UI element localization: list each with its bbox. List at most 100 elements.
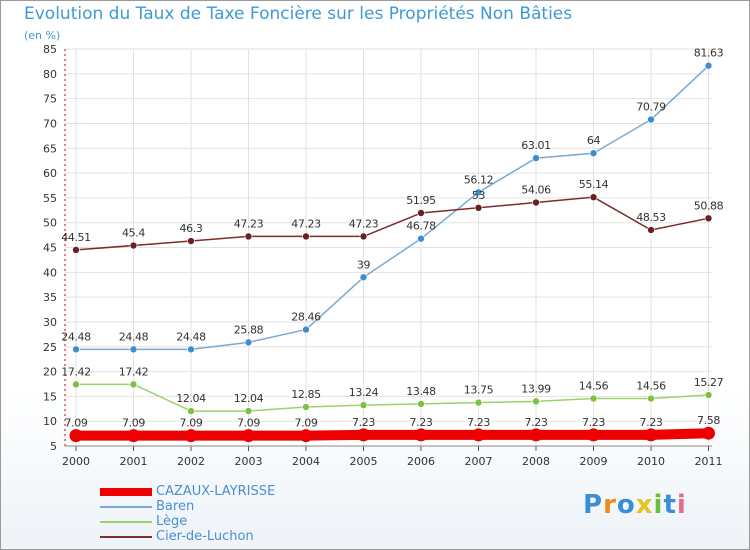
data-label: 24.48: [61, 330, 91, 343]
data-label: 13.75: [464, 384, 494, 397]
legend-label-baren: Baren: [156, 499, 195, 514]
y-tick-label: 35: [43, 291, 57, 304]
data-label: 44.51: [61, 231, 91, 244]
series-line-2: [75, 383, 710, 412]
series-point-3: [704, 214, 713, 223]
y-tick-label: 85: [43, 43, 57, 56]
x-tick-label: 2011: [695, 455, 723, 468]
data-label: 51.95: [406, 194, 436, 207]
proxiti-logo: Proxiti: [583, 490, 687, 520]
data-label: 81.63: [694, 47, 724, 60]
data-label: 64: [587, 134, 601, 147]
data-label: 15.27: [694, 376, 724, 389]
series-point-1: [359, 273, 368, 282]
data-label: 12.04: [176, 392, 206, 405]
series-point-2: [589, 394, 598, 403]
series-point-1: [417, 234, 425, 243]
series-point-2: [532, 397, 540, 406]
legend-swatch-cazaux: [100, 488, 152, 496]
data-label: 13.48: [406, 385, 436, 398]
series-point-1: [129, 345, 138, 354]
data-label: 47.23: [291, 217, 321, 230]
y-tick-label: 65: [43, 142, 57, 155]
series-point-2: [474, 398, 483, 407]
series-point-0: [644, 428, 658, 442]
series-point-3: [417, 209, 425, 217]
data-label: 24.48: [119, 330, 149, 343]
series-point-1: [474, 188, 483, 197]
series-point-3: [532, 198, 540, 207]
data-label: 14.56: [636, 380, 666, 393]
series-point-3: [244, 232, 253, 241]
legend-swatch-lege: [100, 521, 152, 523]
series-point-1: [302, 325, 310, 334]
x-tick-label: 2000: [62, 455, 90, 468]
data-label: 70.79: [636, 101, 666, 114]
series-point-3: [647, 226, 655, 234]
data-label: 7.09: [65, 417, 88, 430]
series-line-3: [75, 196, 710, 251]
series-point-0: [702, 426, 715, 440]
data-label: 63.01: [521, 139, 551, 152]
series-point-1: [72, 345, 80, 354]
data-label: 12.04: [234, 392, 264, 405]
y-axis-unit: (en %): [24, 29, 61, 42]
series-point-0: [184, 429, 198, 443]
data-label: 14.56: [579, 380, 609, 393]
data-label: 17.42: [119, 365, 149, 378]
data-label: 28.46: [291, 311, 321, 324]
series-point-1: [244, 338, 253, 347]
data-label: 47.23: [349, 217, 379, 230]
data-label: 12.85: [291, 388, 321, 401]
x-tick-label: 2001: [120, 455, 148, 468]
series-point-3: [359, 232, 368, 241]
y-tick-label: 40: [43, 266, 57, 279]
series-point-0: [127, 429, 140, 443]
series-point-3: [589, 193, 598, 201]
data-label: 7.23: [525, 416, 548, 429]
series-point-2: [129, 380, 138, 389]
series-point-2: [302, 403, 310, 411]
y-tick-label: 80: [43, 68, 57, 81]
series-point-1: [647, 115, 655, 124]
x-tick-label: 2002: [177, 455, 205, 468]
y-tick-label: 20: [43, 366, 57, 379]
series-point-1: [704, 61, 713, 70]
data-label: 7.23: [467, 416, 490, 429]
series-point-3: [187, 237, 195, 245]
data-label: 7.23: [640, 416, 663, 429]
y-tick-label: 55: [43, 192, 57, 205]
x-tick-label: 2003: [235, 455, 263, 468]
x-tick-label: 2005: [350, 455, 378, 468]
x-tick-label: 2004: [292, 455, 320, 468]
data-label: 46.3: [180, 222, 203, 235]
data-label: 7.09: [122, 417, 145, 430]
data-label: 53: [472, 189, 486, 202]
data-label: 45.4: [122, 227, 145, 240]
y-tick-label: 45: [43, 242, 57, 255]
data-label: 46.78: [406, 220, 436, 233]
legend-label-cazaux: CAZAUX-LAYRISSE: [156, 484, 276, 499]
data-label: 7.23: [410, 416, 433, 429]
series-line-0: [71, 428, 714, 441]
y-tick-label: 70: [43, 117, 57, 130]
data-label: 24.48: [176, 330, 206, 343]
data-label: 13.99: [521, 382, 551, 395]
data-label: 54.06: [521, 184, 551, 197]
series-point-1: [589, 149, 598, 158]
series-point-2: [704, 391, 713, 399]
x-tick-label: 2006: [407, 455, 435, 468]
series-point-2: [417, 400, 425, 408]
data-label: 47.23: [234, 217, 264, 230]
chart-title: Evolution du Taux de Taxe Foncière sur l…: [24, 4, 573, 24]
series-point-3: [302, 232, 310, 241]
data-label: 56.12: [464, 173, 494, 186]
series-point-2: [187, 407, 195, 415]
series-point-0: [357, 428, 370, 442]
y-tick-label: 10: [43, 415, 57, 428]
legend-swatch-baren: [100, 506, 152, 508]
series-point-3: [72, 246, 80, 254]
legend-label-lege: Lège: [156, 514, 188, 529]
legend-label-cier: Cier-de-Luchon: [156, 529, 254, 544]
